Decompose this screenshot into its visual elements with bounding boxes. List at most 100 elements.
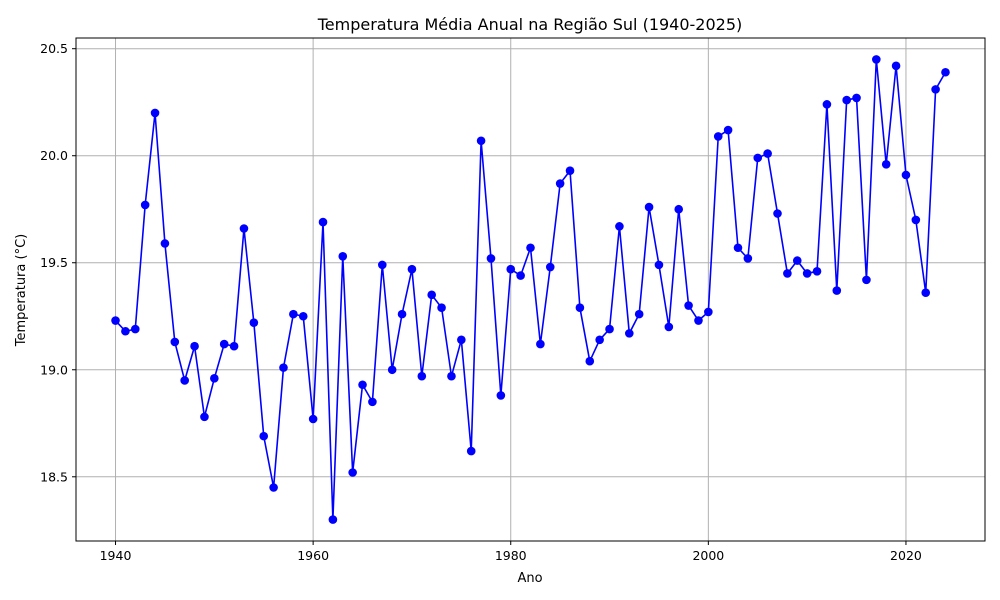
data-point bbox=[190, 341, 199, 351]
data-point bbox=[812, 267, 822, 276]
data-point bbox=[792, 256, 802, 265]
data-point bbox=[773, 209, 782, 218]
y-tick-label: 19.0 bbox=[40, 362, 68, 377]
data-point bbox=[921, 288, 931, 298]
data-point bbox=[219, 339, 229, 349]
data-point bbox=[496, 391, 506, 400]
data-point bbox=[140, 200, 150, 210]
data-point bbox=[249, 318, 259, 327]
data-point bbox=[427, 290, 436, 300]
data-point bbox=[941, 67, 950, 77]
chart-title: Temperatura Média Anual na Região Sul (1… bbox=[317, 15, 743, 34]
data-point bbox=[200, 412, 209, 422]
data-point bbox=[585, 356, 595, 366]
data-point bbox=[289, 309, 298, 319]
data-point bbox=[536, 339, 545, 349]
data-point bbox=[160, 239, 170, 248]
data-point bbox=[684, 301, 693, 310]
data-point bbox=[881, 159, 891, 169]
data-point bbox=[377, 260, 387, 270]
data-point bbox=[387, 365, 397, 375]
data-point bbox=[704, 307, 713, 317]
data-point bbox=[229, 341, 239, 351]
data-point bbox=[368, 397, 377, 407]
data-point bbox=[397, 309, 407, 319]
data-point bbox=[180, 376, 189, 385]
data-point bbox=[358, 380, 367, 390]
data-point bbox=[239, 224, 249, 233]
data-point bbox=[832, 286, 842, 295]
y-axis-label: Temperatura (°C) bbox=[14, 234, 29, 347]
data-point bbox=[575, 303, 585, 312]
y-tick-label: 19.5 bbox=[40, 255, 68, 270]
data-point bbox=[644, 202, 654, 212]
data-point bbox=[654, 260, 664, 270]
data-point bbox=[694, 316, 703, 325]
data-point bbox=[802, 269, 812, 278]
y-tick-label: 20.5 bbox=[40, 41, 68, 56]
data-point bbox=[743, 254, 753, 263]
x-tick-label: 1960 bbox=[297, 548, 329, 563]
data-point bbox=[279, 363, 288, 372]
data-point bbox=[625, 329, 634, 338]
data-point bbox=[259, 431, 269, 441]
data-point bbox=[121, 326, 130, 336]
y-tick-label: 20.0 bbox=[40, 148, 68, 163]
data-point bbox=[862, 275, 871, 285]
data-point bbox=[822, 100, 832, 109]
plot-frame bbox=[75, 37, 986, 542]
data-point bbox=[891, 61, 901, 71]
x-tick-label: 2000 bbox=[692, 548, 724, 563]
data-point bbox=[872, 55, 881, 64]
data-point bbox=[634, 309, 644, 319]
data-point bbox=[318, 217, 328, 227]
data-point bbox=[308, 414, 318, 424]
x-tick-label: 1940 bbox=[100, 548, 132, 563]
data-point bbox=[437, 303, 446, 312]
data-point bbox=[476, 136, 486, 146]
data-point bbox=[852, 93, 861, 103]
data-point bbox=[111, 316, 120, 325]
data-point bbox=[733, 243, 743, 253]
series-line bbox=[114, 58, 947, 521]
data-point bbox=[595, 335, 604, 345]
data-point bbox=[269, 483, 278, 492]
data-point bbox=[328, 515, 338, 524]
data-point bbox=[911, 215, 921, 225]
data-point bbox=[713, 132, 723, 141]
data-point bbox=[298, 311, 308, 321]
data-point bbox=[407, 264, 417, 274]
series-layer bbox=[111, 55, 950, 524]
data-point bbox=[516, 271, 525, 280]
data-point bbox=[783, 269, 792, 278]
data-point bbox=[842, 95, 851, 105]
data-point bbox=[545, 262, 555, 272]
data-point bbox=[417, 371, 427, 381]
data-point bbox=[486, 254, 496, 263]
data-point bbox=[763, 149, 772, 158]
data-point bbox=[466, 446, 476, 456]
data-point bbox=[447, 371, 456, 381]
data-point bbox=[526, 243, 535, 253]
data-point bbox=[457, 335, 466, 345]
data-point bbox=[605, 324, 614, 334]
data-point bbox=[615, 222, 624, 231]
data-point bbox=[664, 322, 674, 332]
grid-lines bbox=[76, 38, 985, 541]
x-tick-label: 1980 bbox=[495, 548, 527, 563]
x-tick-label: 2020 bbox=[890, 548, 922, 563]
data-point bbox=[931, 85, 940, 94]
data-point bbox=[210, 374, 219, 383]
data-point bbox=[338, 252, 348, 261]
data-point bbox=[348, 468, 357, 477]
y-axis-ticks: 18.5 19.0 19.5 20.0 20.5 bbox=[40, 41, 76, 484]
data-point bbox=[565, 166, 575, 176]
data-point bbox=[901, 170, 911, 180]
y-tick-label: 18.5 bbox=[40, 469, 68, 484]
data-point bbox=[555, 179, 565, 188]
data-point bbox=[723, 125, 733, 135]
data-point bbox=[130, 324, 140, 334]
x-axis-ticks: 1940 1960 1980 2000 2020 bbox=[100, 541, 922, 563]
